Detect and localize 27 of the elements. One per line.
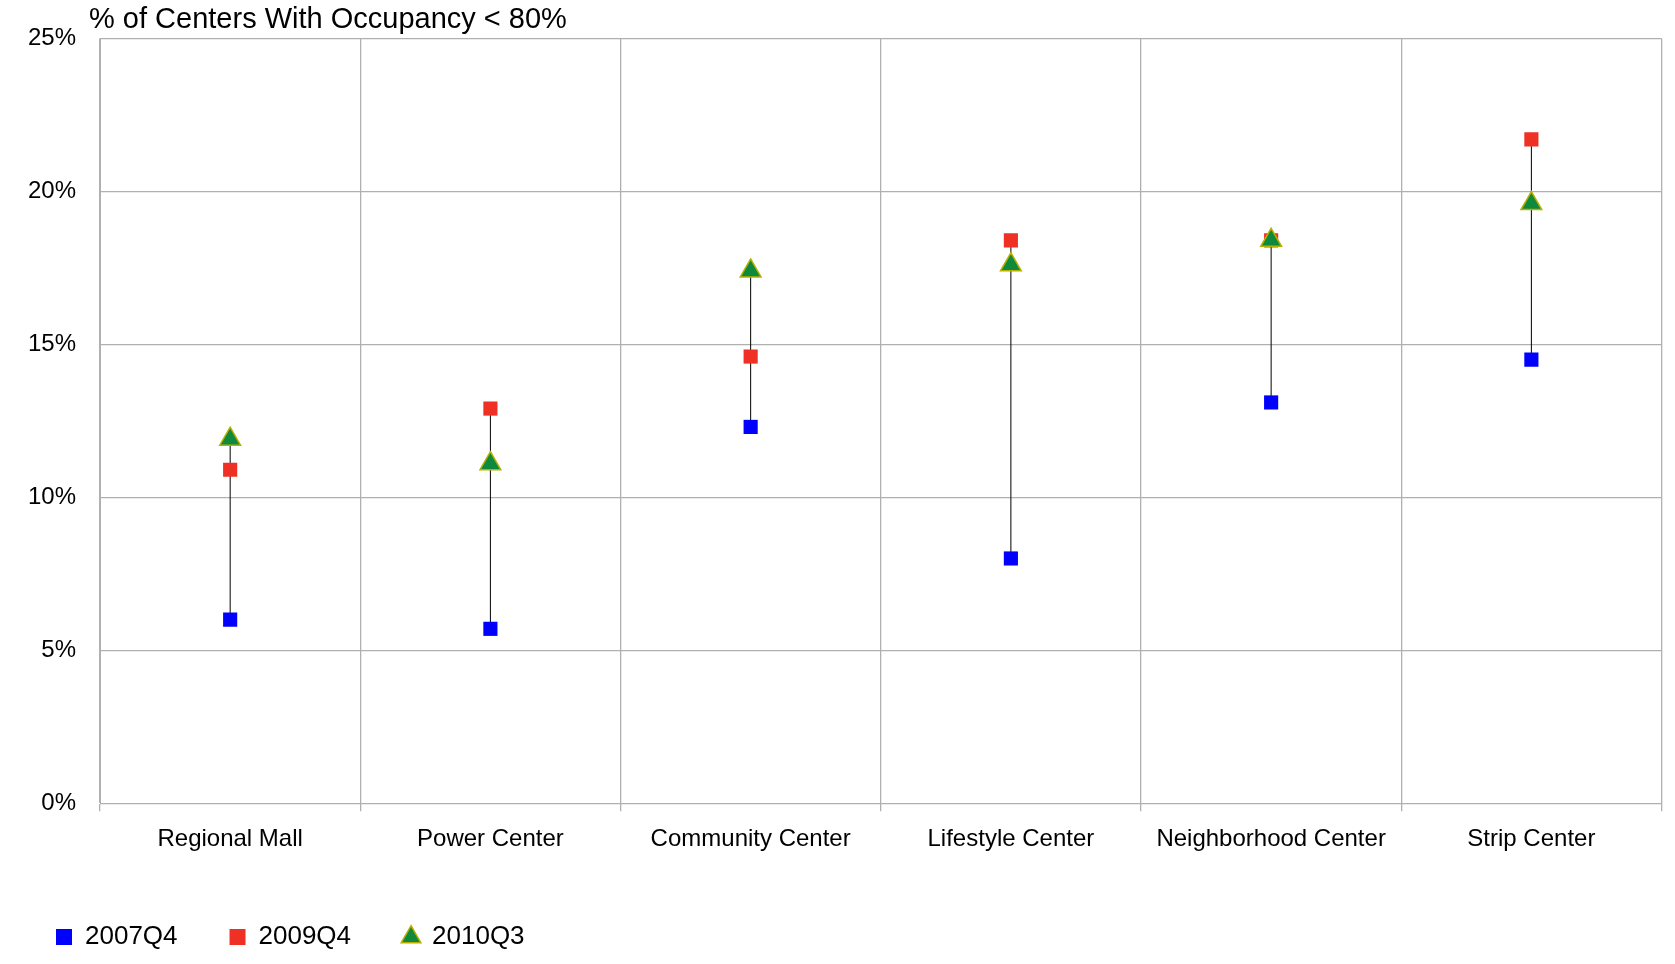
legend-label: 2010Q3 xyxy=(432,920,525,951)
x-tick-label: Regional Mall xyxy=(157,824,303,852)
x-tick-label: Neighborhood Center xyxy=(1156,824,1386,852)
legend-label: 2007Q4 xyxy=(85,920,178,951)
y-tick-label: 5% xyxy=(41,634,77,662)
point xyxy=(1003,551,1018,566)
point xyxy=(1003,233,1018,248)
x-tick-label: Strip Center xyxy=(1467,824,1596,852)
point xyxy=(1524,352,1539,367)
y-tick-label: 25% xyxy=(27,23,77,51)
point xyxy=(223,462,238,477)
x-tick-label: Power Center xyxy=(417,824,564,852)
point xyxy=(1524,132,1539,147)
x-tick-label: Lifestyle Center xyxy=(927,824,1095,852)
y-tick-label: 15% xyxy=(27,328,77,356)
point xyxy=(743,419,758,434)
legend-label: 2009Q4 xyxy=(258,920,352,951)
x-tick-label: Community Center xyxy=(650,824,851,852)
point xyxy=(223,612,238,627)
point xyxy=(483,401,498,416)
y-tick-label: 0% xyxy=(41,787,77,815)
y-tick-label: 10% xyxy=(27,481,77,509)
point xyxy=(743,349,758,364)
point xyxy=(483,621,498,636)
chart-title: % of Centers With Occupancy < 80% xyxy=(89,2,567,35)
point xyxy=(1264,395,1279,410)
y-tick-label: 20% xyxy=(27,175,77,203)
